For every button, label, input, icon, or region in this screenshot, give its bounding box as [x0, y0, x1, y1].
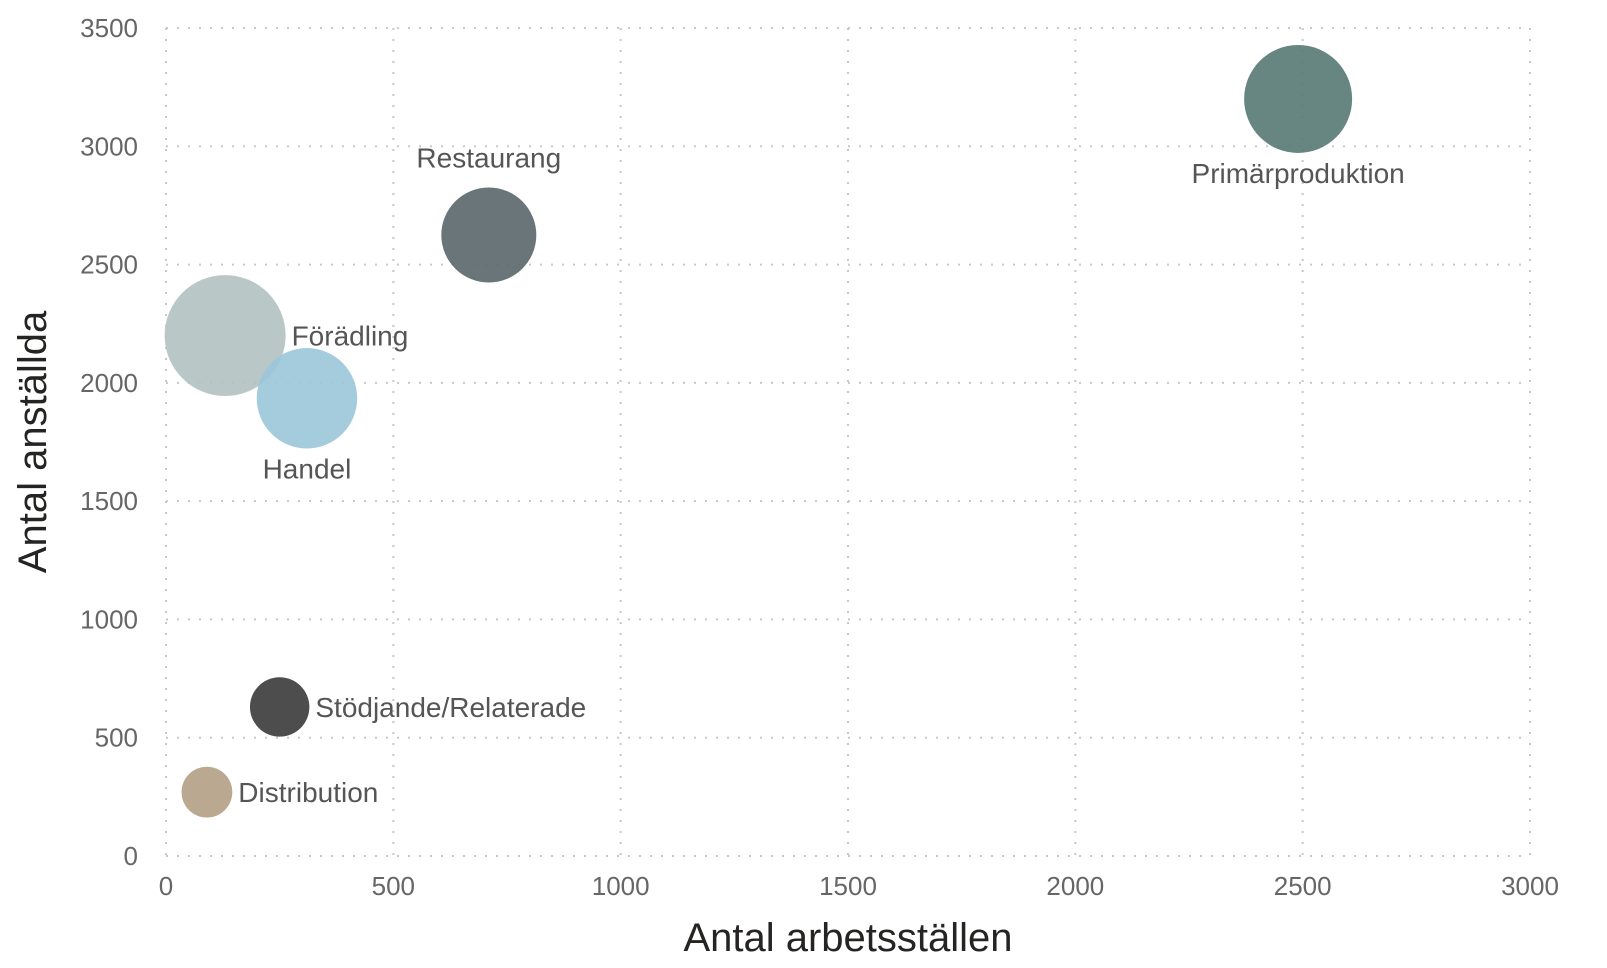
- bubble[interactable]: [1244, 44, 1353, 153]
- bubble-label: Stödjande/Relaterade: [315, 692, 586, 723]
- y-tick-label: 1500: [80, 486, 138, 516]
- bubble[interactable]: [441, 187, 537, 283]
- bubble-label: Restaurang: [416, 142, 561, 173]
- y-axis-title: Antal anställda: [11, 310, 55, 573]
- bubbles: [164, 44, 1353, 818]
- bubble-labels: Primärproduktion Restaurang Förädling Hande…: [238, 142, 1404, 808]
- bubble[interactable]: [164, 275, 286, 397]
- y-tick-label: 2500: [80, 250, 138, 280]
- x-tick-label: 2500: [1274, 871, 1332, 901]
- bubble[interactable]: [181, 766, 233, 818]
- y-tick-label: 3000: [80, 131, 138, 161]
- x-axis-title: Antal arbetsställen: [683, 916, 1012, 960]
- grid: [165, 27, 1531, 857]
- y-tick-label: 1000: [80, 604, 138, 634]
- x-tick-label: 500: [372, 871, 415, 901]
- bubble-label: Primärproduktion: [1192, 158, 1405, 189]
- y-tick-label: 500: [95, 723, 138, 753]
- y-tick-label: 0: [124, 841, 138, 871]
- bubble-label: Handel: [263, 453, 352, 484]
- x-tick-label: 0: [159, 871, 173, 901]
- axis-ticks: 0 500 1000 1500 2000 2500 3000 3500 0 500 1000 1500…: [80, 13, 1559, 901]
- y-tick-label: 3500: [80, 13, 138, 43]
- x-tick-label: 3000: [1501, 871, 1559, 901]
- bubble[interactable]: [249, 677, 310, 737]
- x-tick-label: 2000: [1046, 871, 1104, 901]
- bubble-label: Förädling: [292, 321, 409, 352]
- bubble-label: Distribution: [238, 777, 378, 808]
- y-tick-label: 2000: [80, 368, 138, 398]
- x-tick-label: 1000: [592, 871, 650, 901]
- bubble[interactable]: [256, 348, 358, 449]
- x-tick-label: 1500: [819, 871, 877, 901]
